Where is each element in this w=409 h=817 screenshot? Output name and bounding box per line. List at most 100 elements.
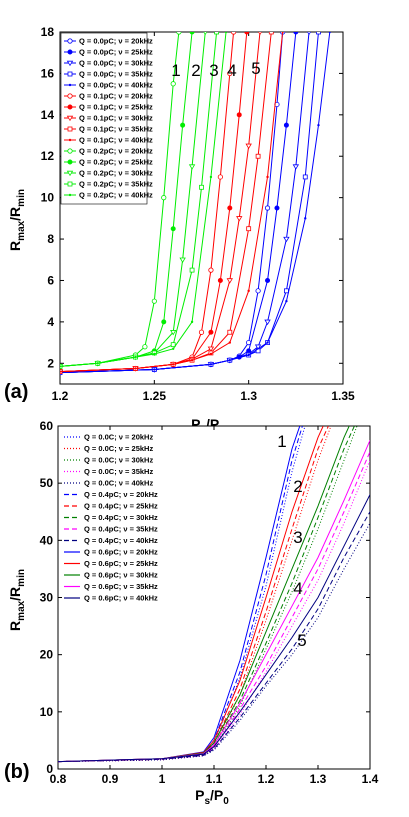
legend-entry: Q = 0.6pC; ν = 40kHz bbox=[64, 594, 158, 603]
x-tick-label: 1.2 bbox=[52, 389, 69, 403]
legend-label: Q = 0.1pC; ν = 30kHz bbox=[79, 114, 153, 123]
data-point bbox=[60, 365, 62, 368]
data-point bbox=[172, 347, 175, 350]
legend-entry: Q = 0.0pC; ν = 30kHz bbox=[64, 59, 153, 68]
legend-entry: Q = 0.2pC; ν = 25kHz bbox=[64, 158, 153, 167]
curve-annotation: 3 bbox=[293, 528, 302, 547]
data-point bbox=[307, 32, 311, 36]
data-point bbox=[328, 32, 331, 34]
legend-label: Q = 0.6pC; ν = 35kHz bbox=[84, 582, 158, 591]
legend-entry: Q = 0.0pC; ν = 35kHz bbox=[64, 70, 153, 79]
legend-entry: Q = 0.0C; ν = 35kHz bbox=[64, 467, 153, 476]
y-tick-label: 60 bbox=[40, 419, 54, 433]
legend-entry: Q = 0.4pC; ν = 30kHz bbox=[64, 513, 158, 522]
series-q-0-6pc-40khz bbox=[58, 494, 370, 763]
legend-entry: Q = 0.6pC; ν = 35kHz bbox=[64, 582, 158, 591]
curve-annotation: 4 bbox=[227, 61, 236, 80]
series-q-0-0c-30khz bbox=[58, 426, 358, 763]
legend-label: Q = 0.2pC; ν = 20kHz bbox=[79, 147, 153, 156]
data-point bbox=[226, 278, 234, 284]
legend-label: Q = 0.4pC; ν = 20kHz bbox=[84, 490, 158, 499]
axis-ticks-b: 0.8 0.9 1 1.1 1.2 1.3 1.4 0 10 20 30 40 50 60 bbox=[40, 419, 379, 786]
data-point bbox=[304, 217, 307, 220]
legend-label: Q = 0.0pC; ν = 25kHz bbox=[79, 48, 153, 57]
legend-entry: Q = 0.1pC; ν = 35kHz bbox=[64, 125, 153, 134]
legend-entry: Q = 0.1pC; ν = 25kHz bbox=[64, 103, 153, 112]
data-point bbox=[281, 32, 284, 34]
legend-marker bbox=[67, 38, 73, 44]
data-point bbox=[255, 153, 261, 159]
data-point bbox=[274, 205, 280, 211]
data-point bbox=[208, 267, 214, 273]
legend-label: Q = 0.2pC; ν = 25kHz bbox=[79, 158, 153, 167]
data-point bbox=[293, 32, 299, 35]
data-point bbox=[189, 32, 195, 35]
legend-entry: Q = 0.1pC; ν = 40kHz bbox=[64, 136, 153, 145]
data-point bbox=[153, 368, 156, 371]
x-tick-label: 1.1 bbox=[206, 772, 223, 786]
legend-entry: Q = 0.4pC; ν = 25kHz bbox=[64, 502, 158, 511]
data-point bbox=[227, 205, 233, 211]
legend-label: Q = 0.1pC; ν = 25kHz bbox=[79, 103, 153, 112]
curve-annotation: 2 bbox=[293, 477, 302, 496]
data-point bbox=[170, 226, 176, 232]
legend-label: Q = 0.0pC; ν = 40kHz bbox=[79, 81, 153, 90]
legend-marker bbox=[67, 126, 73, 132]
series-q-0-2pc-40khz bbox=[60, 32, 228, 368]
data-point bbox=[96, 362, 99, 365]
legend-entry: Q = 0.2pC; ν = 30kHz bbox=[64, 169, 153, 178]
curve-annotation: 1 bbox=[277, 432, 286, 451]
data-point bbox=[161, 195, 167, 201]
legend-label: Q = 0.0pC; ν = 35kHz bbox=[79, 70, 153, 79]
data-point bbox=[266, 175, 269, 179]
curve-annotation: 5 bbox=[251, 59, 260, 78]
y-tick-label: 4 bbox=[47, 315, 54, 329]
data-point bbox=[236, 112, 242, 118]
legend-marker bbox=[67, 159, 73, 165]
legend-entry: Q = 0.6pC; ν = 20kHz bbox=[64, 548, 158, 557]
data-point bbox=[228, 358, 231, 362]
y-tick-label: 8 bbox=[47, 232, 54, 246]
legend-entry: Q = 0.4pC; ν = 35kHz bbox=[64, 525, 158, 534]
y-tick-label: 14 bbox=[41, 108, 55, 122]
data-point bbox=[302, 174, 308, 180]
y-tick-label: 6 bbox=[47, 273, 54, 287]
data-point bbox=[224, 32, 228, 34]
data-point bbox=[134, 367, 137, 370]
data-point bbox=[214, 32, 219, 35]
data-point bbox=[209, 175, 213, 179]
data-point bbox=[246, 226, 252, 232]
legend-label: Q = 0.0C; ν = 25kHz bbox=[84, 444, 153, 453]
data-point bbox=[245, 143, 252, 150]
data-point bbox=[172, 363, 175, 366]
legend-marker bbox=[67, 93, 73, 99]
legend-entry: Q = 0.4pC; ν = 20kHz bbox=[64, 490, 158, 499]
data-point bbox=[292, 164, 300, 170]
series-line bbox=[58, 426, 303, 763]
y-tick-label: 16 bbox=[41, 66, 55, 80]
legend-label: Q = 0.4pC; ν = 40kHz bbox=[84, 536, 158, 545]
y-axis-label-a: Rmax/Rmin bbox=[7, 189, 27, 251]
legend-marker bbox=[67, 181, 73, 187]
legend-marker bbox=[66, 60, 74, 67]
legend-label: Q = 0.1pC; ν = 20kHz bbox=[79, 92, 153, 101]
series-q-0-0c-20khz bbox=[58, 426, 306, 763]
x-axis-label-b: Ps/P0 bbox=[195, 787, 229, 807]
data-point bbox=[268, 32, 274, 35]
series-group-a bbox=[60, 32, 331, 376]
legend-label: Q = 0.4pC; ν = 35kHz bbox=[84, 525, 158, 534]
data-point bbox=[266, 341, 269, 344]
curve-annotation: 3 bbox=[209, 61, 218, 80]
data-point bbox=[170, 81, 176, 87]
data-point bbox=[264, 205, 271, 211]
legend-marker bbox=[67, 148, 73, 154]
series-line bbox=[58, 426, 306, 763]
legend-entry: Q = 0.0pC; ν = 25kHz bbox=[64, 48, 153, 57]
data-point bbox=[317, 123, 320, 127]
data-point bbox=[207, 346, 215, 352]
series-q-0-4pc-20khz bbox=[58, 426, 303, 763]
data-point bbox=[190, 320, 194, 324]
